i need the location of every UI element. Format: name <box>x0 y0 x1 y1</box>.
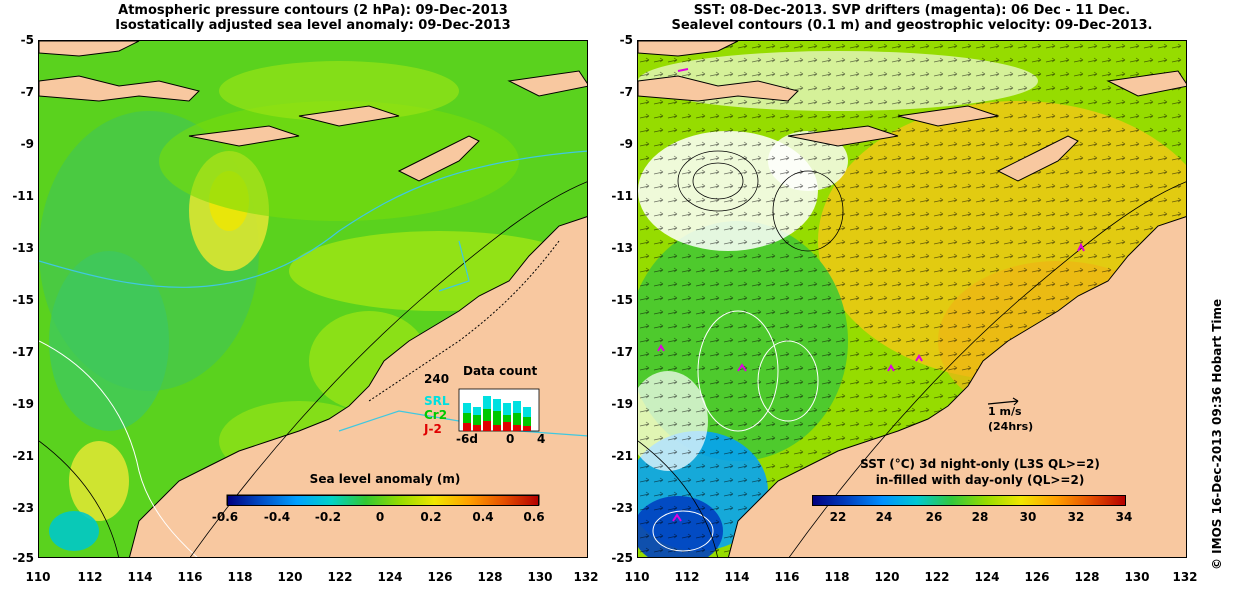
y-tick-right: -19 <box>611 397 633 411</box>
x-tick-left: 120 <box>277 570 303 584</box>
x-tick-right: 114 <box>724 570 750 584</box>
x-tick-left: 110 <box>25 570 51 584</box>
x-tick-right: 112 <box>674 570 700 584</box>
right-colorbar-title-2: in-filled with day-only (QL>=2) <box>875 473 1085 487</box>
y-tick-left: -21 <box>12 449 34 463</box>
australia-landmass-right <box>728 216 1186 557</box>
y-tick-left: -11 <box>12 189 34 203</box>
australia-landmass <box>129 216 587 557</box>
x-tick-left: 132 <box>573 570 599 584</box>
inset-xtick: 4 <box>537 432 546 446</box>
left-title-line1: Atmospheric pressure contours (2 hPa): 0… <box>118 3 508 18</box>
x-tick-left: 122 <box>327 570 353 584</box>
x-tick-right: 116 <box>774 570 800 584</box>
inset-legend-cr2: Cr2 <box>424 408 448 422</box>
x-tick-right: 126 <box>1024 570 1050 584</box>
y-tick-left: -15 <box>12 293 34 307</box>
data-count-inset <box>458 388 540 432</box>
y-tick-left: -5 <box>20 33 34 47</box>
left-map[interactable] <box>38 40 588 558</box>
left-colorbar-title: Sea level anomaly (m) <box>309 472 461 486</box>
left-cbar-tick: -0.2 <box>314 510 342 524</box>
right-title-line1: SST: 08-Dec-2013. SVP drifters (magenta)… <box>693 3 1131 18</box>
y-tick-right: -23 <box>611 501 633 515</box>
y-tick-left: -19 <box>12 397 34 411</box>
imos-credit: © IMOS 16-Dec-2013 09:36 Hobart Time <box>1210 298 1224 570</box>
inset-title: Data count <box>463 364 538 378</box>
y-tick-left: -25 <box>12 551 34 565</box>
right-colorbar-gradient <box>812 495 1126 506</box>
right-colorbar-title-1: SST (°C) 3d night-only (L3S QL>=2) <box>860 457 1100 471</box>
x-tick-right: 122 <box>924 570 950 584</box>
x-tick-right: 128 <box>1074 570 1100 584</box>
y-tick-right: -13 <box>611 241 633 255</box>
x-tick-right: 110 <box>624 570 650 584</box>
right-cbar-tick: 28 <box>971 510 989 524</box>
y-tick-right: -21 <box>611 449 633 463</box>
left-cbar-tick: -0.4 <box>263 510 291 524</box>
sumba-island <box>188 125 300 147</box>
left-cbar-tick: 0.6 <box>523 510 545 524</box>
left-cbar-tick: -0.6 <box>211 510 239 524</box>
right-cbar-tick: 26 <box>925 510 943 524</box>
y-tick-right: -17 <box>611 345 633 359</box>
lesser-sunda-islands <box>39 75 200 102</box>
inset-legend-srl: SRL <box>424 394 450 408</box>
java-coast <box>39 41 140 57</box>
right-cbar-tick: 32 <box>1067 510 1085 524</box>
x-tick-left: 116 <box>177 570 203 584</box>
y-tick-right: -9 <box>619 137 633 151</box>
right-cbar-tick: 34 <box>1115 510 1133 524</box>
x-tick-right: 130 <box>1124 570 1150 584</box>
velocity-scale-arrow <box>987 397 1019 406</box>
y-tick-right: -5 <box>619 33 633 47</box>
flores-island <box>298 105 400 127</box>
velocity-scale-sublabel: (24hrs) <box>988 420 1034 433</box>
x-tick-left: 118 <box>227 570 253 584</box>
x-tick-right: 120 <box>874 570 900 584</box>
inset-bars <box>463 396 531 431</box>
right-cbar-tick: 24 <box>875 510 893 524</box>
y-tick-right: -11 <box>611 189 633 203</box>
inset-xtick: 0 <box>506 432 515 446</box>
y-tick-left: -13 <box>12 241 34 255</box>
left-cbar-tick: 0.4 <box>472 510 494 524</box>
inset-xtick: -6d <box>456 432 478 446</box>
timor-island <box>397 135 480 182</box>
right-cbar-tick: 30 <box>1019 510 1037 524</box>
x-tick-left: 126 <box>427 570 453 584</box>
y-tick-left: -23 <box>12 501 34 515</box>
inset-legend-j2: J-2 <box>424 422 442 436</box>
left-title-line2: Isostatically adjusted sea level anomaly… <box>115 18 511 33</box>
svp-drifters <box>657 68 1085 522</box>
y-tick-right: -25 <box>611 551 633 565</box>
right-map[interactable] <box>637 40 1187 558</box>
right-cbar-tick: 22 <box>829 510 847 524</box>
x-tick-right: 132 <box>1172 570 1198 584</box>
y-tick-right: -7 <box>619 85 633 99</box>
left-colorbar-gradient <box>227 495 539 506</box>
x-tick-right: 124 <box>974 570 1000 584</box>
right-title-line2: Sealevel contours (0.1 m) and geostrophi… <box>671 18 1153 33</box>
y-tick-left: -9 <box>20 137 34 151</box>
y-tick-left: -7 <box>20 85 34 99</box>
x-tick-right: 118 <box>824 570 850 584</box>
inset-ymax: 240 <box>424 372 450 386</box>
x-tick-left: 114 <box>127 570 153 584</box>
left-cbar-tick: 0.2 <box>420 510 442 524</box>
x-tick-left: 128 <box>477 570 503 584</box>
left-cbar-tick: 0 <box>375 510 385 524</box>
x-tick-left: 124 <box>377 570 403 584</box>
y-tick-right: -15 <box>611 293 633 307</box>
y-tick-left: -17 <box>12 345 34 359</box>
velocity-scale-label: 1 m/s <box>988 405 1022 418</box>
x-tick-left: 130 <box>527 570 553 584</box>
x-tick-left: 112 <box>77 570 103 584</box>
